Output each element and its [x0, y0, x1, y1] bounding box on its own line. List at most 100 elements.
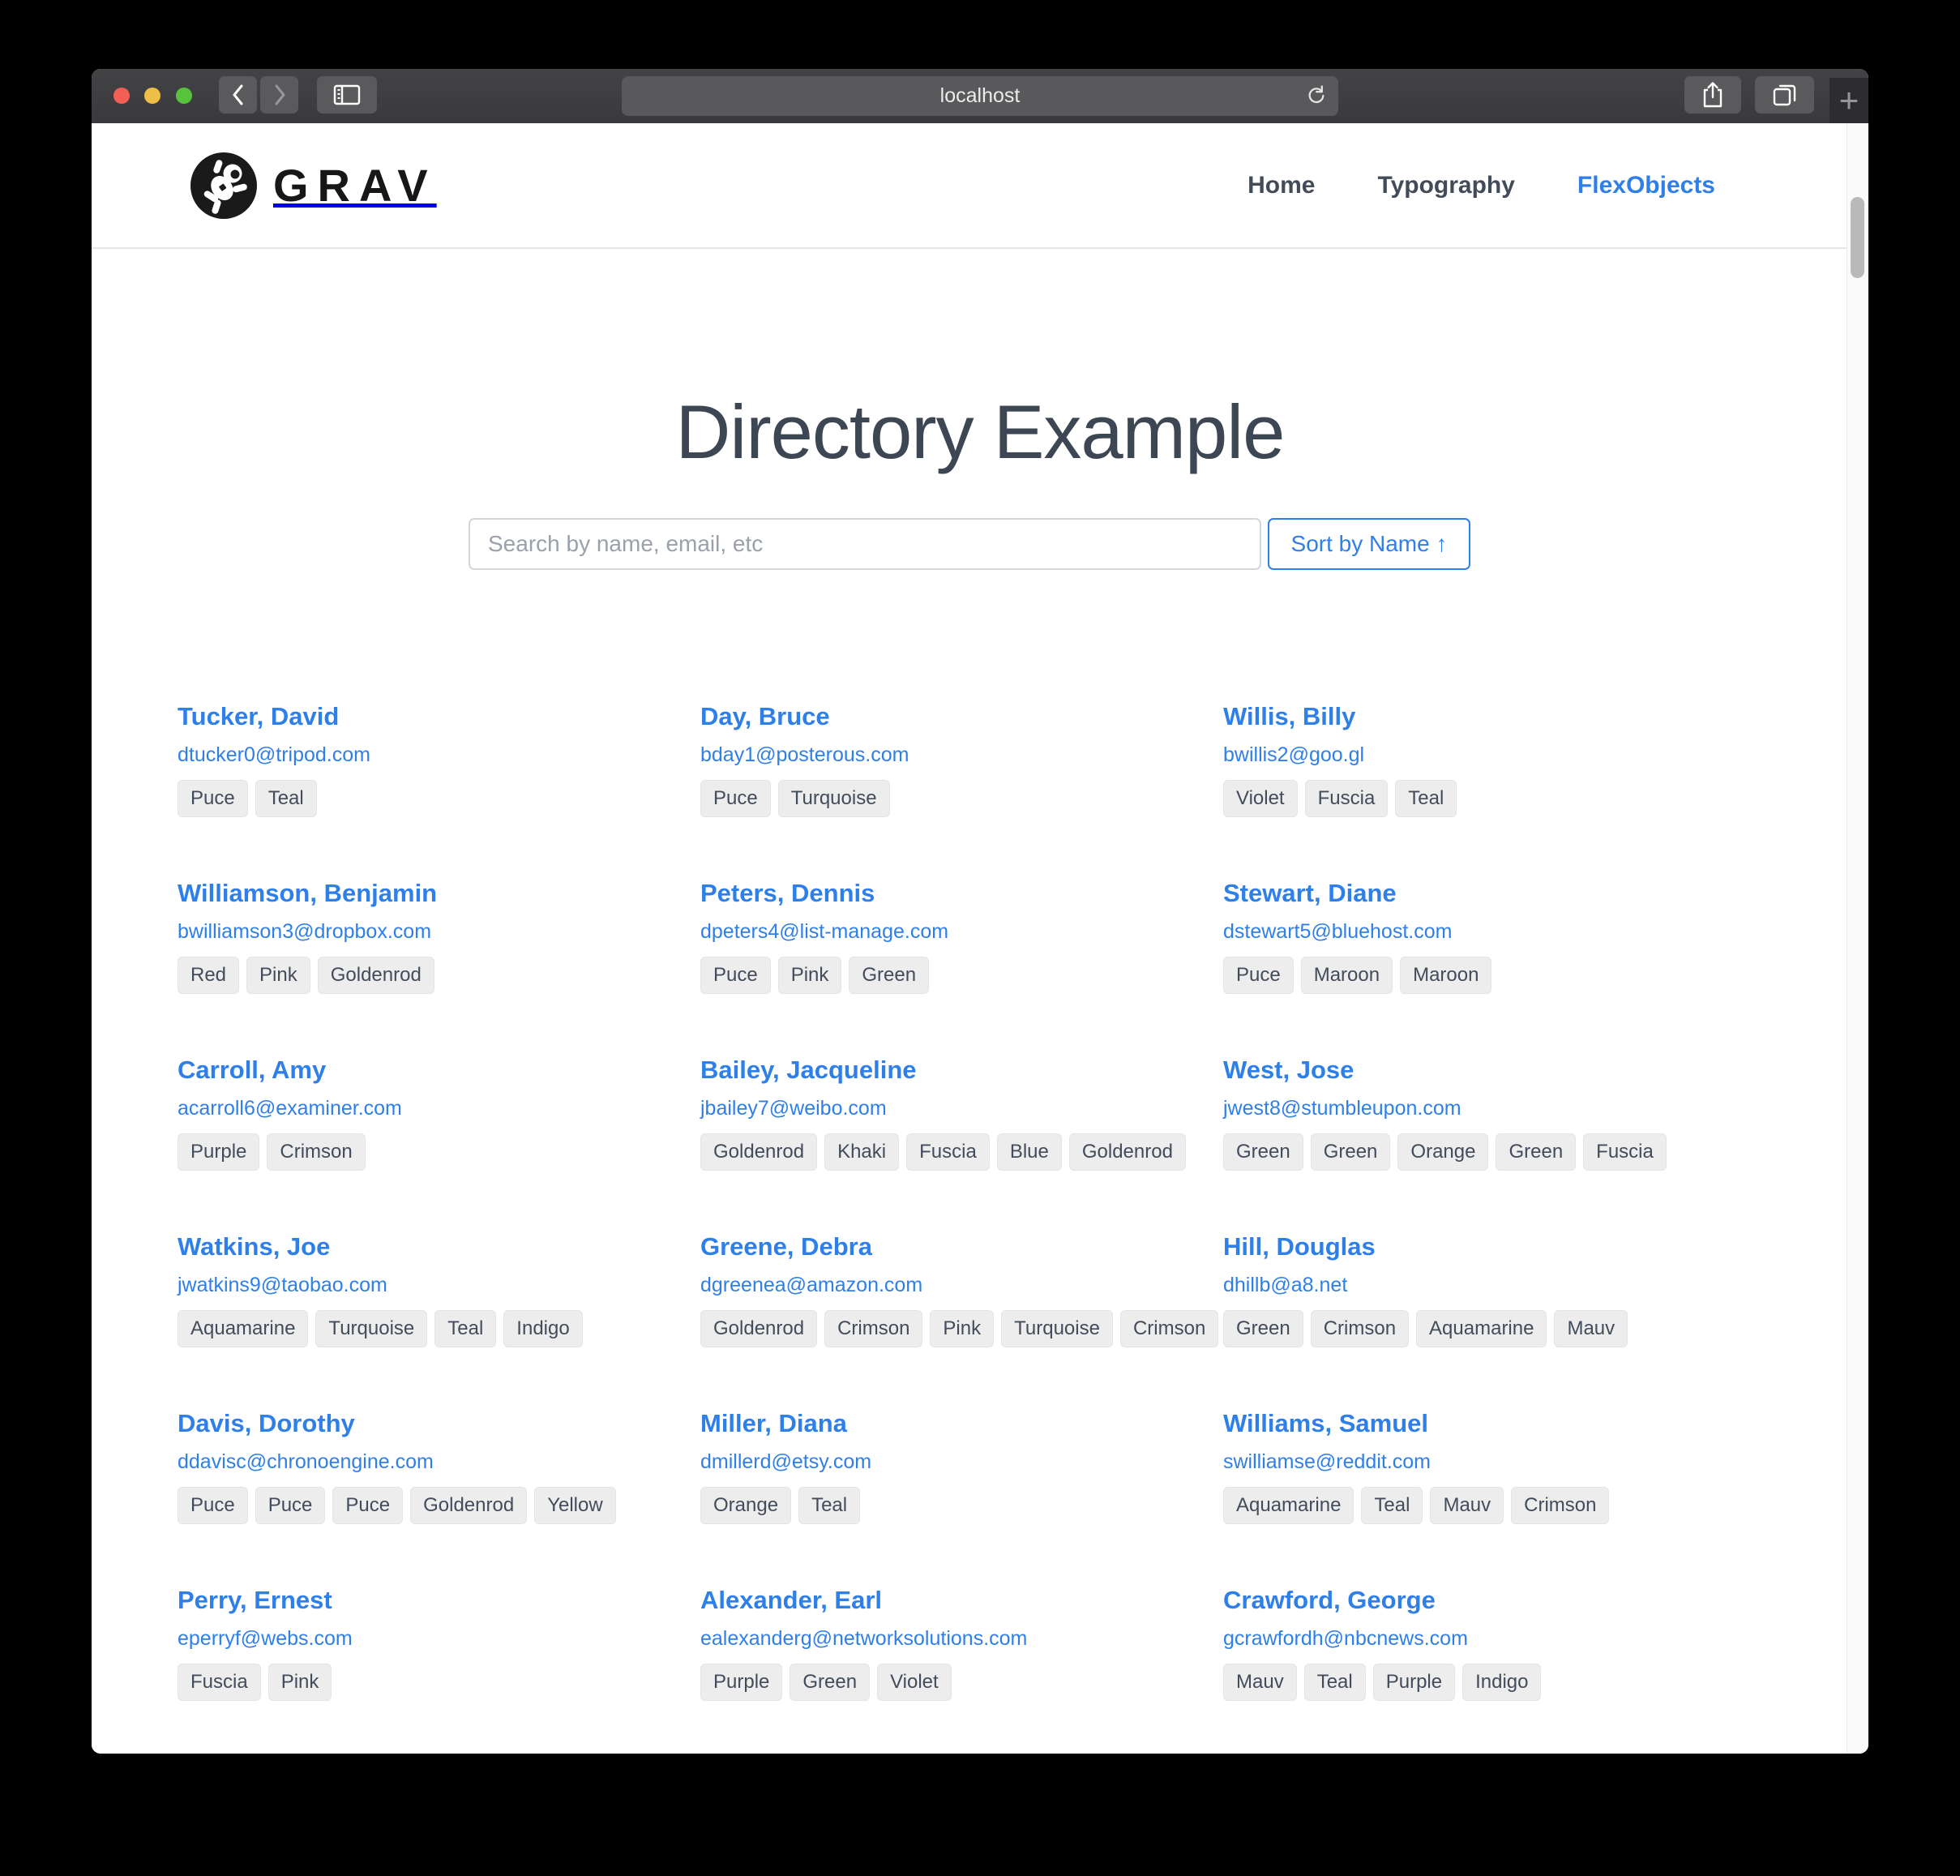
share-button[interactable] — [1684, 76, 1741, 114]
entry-name-link[interactable]: Peters, Dennis — [700, 879, 875, 907]
tag-badge: Green — [1496, 1133, 1577, 1171]
tag-badge: Pink — [267, 1664, 332, 1701]
tag-badge: Puce — [178, 1487, 248, 1524]
tag-badge: Crimson — [1119, 1310, 1219, 1347]
entry-name-link[interactable]: Bailey, Jacqueline — [700, 1056, 917, 1084]
entry-email-link[interactable]: dpeters4@list-manage.com — [700, 920, 949, 943]
tag-badge: Goldenrod — [410, 1487, 528, 1524]
directory-card: Alexander, Earl ealexanderg@networksoluti… — [700, 1586, 1223, 1701]
tag-badge: Green — [1223, 1310, 1303, 1347]
entry-name-link[interactable]: Day, Bruce — [700, 702, 830, 730]
zoom-window-button[interactable] — [176, 88, 192, 104]
minimize-window-button[interactable] — [144, 88, 160, 104]
tag-badge: Fuscia — [1304, 780, 1389, 817]
entry-name-link[interactable]: Davis, Dorothy — [178, 1409, 355, 1437]
entry-email-link[interactable]: bday1@posterous.com — [700, 743, 909, 766]
directory-card: Miller, Diana dmillerd@etsy.com Orange Teal — [700, 1409, 1223, 1524]
tag-badge: Purple — [700, 1664, 783, 1701]
entry-email-link[interactable]: dhillb@a8.net — [1223, 1274, 1348, 1296]
entry-name-link[interactable]: Williamson, Benjamin — [178, 879, 438, 907]
tabs-overview-icon — [1771, 82, 1799, 108]
tag-badge: Puce — [700, 957, 771, 994]
directory-card: Peters, Dennis dpeters4@list-manage.com Pu… — [700, 879, 1223, 994]
address-bar-url: localhost — [939, 84, 1021, 107]
tag-badge: Mauv — [1430, 1487, 1504, 1524]
tag-badge: Violet — [877, 1664, 952, 1701]
entry-email-link[interactable]: bwilliamson3@dropbox.com — [178, 920, 432, 943]
scrollbar-thumb[interactable] — [1851, 197, 1864, 278]
entry-tags: Puce Turquoise — [700, 780, 1223, 817]
tag-badge: Green — [849, 957, 930, 994]
entry-email-link[interactable]: ealexanderg@networksolutions.com — [700, 1627, 1028, 1650]
reload-button[interactable] — [1304, 84, 1329, 114]
grav-logo[interactable]: GRAV — [190, 152, 437, 219]
new-tab-button[interactable]: + — [1829, 78, 1868, 123]
entry-name-link[interactable]: Williams, Samuel — [1223, 1409, 1428, 1437]
directory-card: Hill, Douglas dhillb@a8.net Green Crimson Aq… — [1223, 1232, 1746, 1347]
entry-tags: Purple Green Violet — [700, 1664, 1223, 1701]
tag-badge: Puce — [255, 1487, 326, 1524]
entry-email-link[interactable]: dgreenea@amazon.com — [700, 1274, 923, 1296]
entry-name-link[interactable]: Watkins, Joe — [178, 1232, 331, 1261]
sort-by-name-button[interactable]: Sort by Name ↑ — [1268, 518, 1470, 570]
entry-name-link[interactable]: Tucker, David — [178, 702, 340, 730]
tag-badge: Aquamarine — [1416, 1310, 1547, 1347]
address-bar[interactable]: localhost — [622, 76, 1338, 116]
tag-badge: Fuscia — [178, 1664, 261, 1701]
nav-link-home[interactable]: Home — [1247, 171, 1316, 199]
entry-name-link[interactable]: West, Jose — [1223, 1056, 1354, 1084]
entry-email-link[interactable]: acarroll6@examiner.com — [178, 1097, 402, 1120]
tag-badge: Turquoise — [1001, 1310, 1113, 1347]
back-button[interactable] — [219, 76, 257, 114]
entry-email-link[interactable]: jbailey7@weibo.com — [700, 1097, 887, 1120]
entry-tags: Aquamarine Turquoise Teal Indigo — [178, 1310, 700, 1347]
entry-email-link[interactable]: eperryf@webs.com — [178, 1627, 353, 1650]
hero-section: Directory Example Sort by Name ↑ — [92, 249, 1868, 570]
entry-name-link[interactable]: Carroll, Amy — [178, 1056, 327, 1084]
tag-badge: Turquoise — [315, 1310, 428, 1347]
directory-card: Williamson, Benjamin bwilliamson3@dropbox… — [178, 879, 700, 994]
tag-badge: Green — [1223, 1133, 1303, 1171]
entry-email-link[interactable]: gcrawfordh@nbcnews.com — [1223, 1627, 1468, 1650]
entry-email-link[interactable]: bwillis2@goo.gl — [1223, 743, 1365, 766]
search-input[interactable] — [469, 518, 1261, 570]
entry-name-link[interactable]: Hill, Douglas — [1223, 1232, 1376, 1261]
directory-card: Crawford, George gcrawfordh@nbcnews.com Ma… — [1223, 1586, 1746, 1701]
entry-email-link[interactable]: dtucker0@tripod.com — [178, 743, 370, 766]
entry-name-link[interactable]: Crawford, George — [1223, 1586, 1436, 1614]
tag-badge: Mauv — [1223, 1664, 1297, 1701]
entry-email-link[interactable]: dmillerd@etsy.com — [700, 1450, 872, 1473]
entry-name-link[interactable]: Greene, Debra — [700, 1232, 872, 1261]
chevron-left-icon — [228, 83, 249, 107]
close-window-button[interactable] — [113, 88, 130, 104]
entry-email-link[interactable]: jwest8@stumbleupon.com — [1223, 1097, 1461, 1120]
page-scrollbar[interactable] — [1847, 123, 1868, 1754]
tag-badge: Teal — [798, 1487, 861, 1524]
tag-badge: Crimson — [1511, 1487, 1610, 1524]
tag-badge: Goldenrod — [700, 1133, 818, 1171]
entry-name-link[interactable]: Willis, Billy — [1223, 702, 1356, 730]
tag-badge: Goldenrod — [1068, 1133, 1186, 1171]
entry-name-link[interactable]: Perry, Ernest — [178, 1586, 332, 1614]
grav-astronaut-icon — [190, 152, 257, 219]
tab-overview-button[interactable] — [1755, 76, 1814, 114]
entry-email-link[interactable]: jwatkins9@taobao.com — [178, 1274, 387, 1296]
nav-link-flexobjects[interactable]: FlexObjects — [1577, 171, 1715, 199]
nav-link-typography[interactable]: Typography — [1377, 171, 1515, 199]
forward-button[interactable] — [260, 76, 298, 114]
entry-email-link[interactable]: ddavisc@chronoengine.com — [178, 1450, 434, 1473]
directory-card: Perry, Ernest eperryf@webs.com Fuscia Pink — [178, 1586, 700, 1701]
entry-email-link[interactable]: dstewart5@bluehost.com — [1223, 920, 1453, 943]
entry-name-link[interactable]: Alexander, Earl — [700, 1586, 883, 1614]
entry-name-link[interactable]: Stewart, Diane — [1223, 879, 1397, 907]
tag-badge: Puce — [700, 780, 771, 817]
entry-name-link[interactable]: Miller, Diana — [700, 1409, 847, 1437]
tag-badge: Khaki — [824, 1133, 900, 1171]
entry-email-link[interactable]: swilliamse@reddit.com — [1223, 1450, 1431, 1473]
tag-badge: Orange — [700, 1487, 792, 1524]
tag-badge: Teal — [1395, 780, 1457, 817]
sidebar-toggle-button[interactable] — [317, 76, 377, 114]
directory-card: Greene, Debra dgreenea@amazon.com Goldenro… — [700, 1232, 1223, 1347]
entry-tags: Aquamarine Teal Mauv Crimson — [1223, 1487, 1746, 1524]
